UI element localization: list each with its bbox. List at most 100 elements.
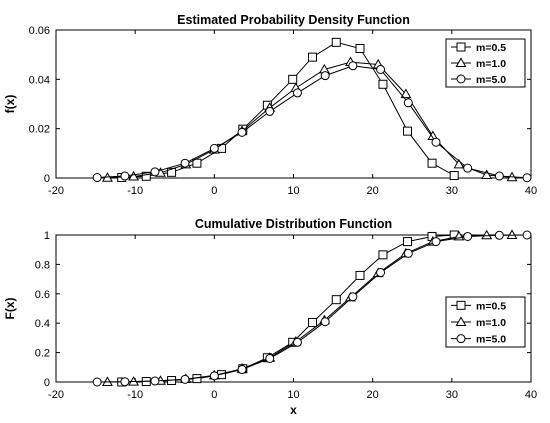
pdf-y-tick-label: 0.06 [29, 25, 50, 37]
cdf-y-tick-label: 0.4 [35, 318, 50, 330]
cdf-data-point [403, 237, 412, 247]
pdf-y-tick-label: 0 [44, 173, 50, 185]
cdf-x-tick-label: -10 [127, 389, 143, 401]
cdf-data-point [378, 250, 388, 260]
pdf-data-point [378, 79, 388, 89]
pdf-data-point [494, 171, 504, 181]
cdf-data-point [403, 248, 413, 258]
cdf-data-point [320, 317, 330, 327]
cdf-data-point [237, 365, 247, 375]
cdf-data-point [308, 317, 317, 327]
cdf-data-point [120, 377, 130, 387]
cdf-data-point [265, 353, 275, 363]
cdf-data-point [431, 237, 441, 247]
pdf-data-point [141, 171, 151, 181]
cdf-panel: -20 -10 0 10 20 30 40 0 0.2 0.4 0.6 0.8 1 Cumulative … [3, 217, 537, 417]
cdf-data-point [506, 229, 518, 239]
cdf-title: Cumulative Distribution Function [195, 217, 392, 231]
pdf-x-tick-label: 40 [525, 185, 537, 197]
cdf-y-tick-label: 1 [44, 230, 50, 242]
pdf-y-tick-label: 0.02 [29, 124, 50, 136]
pdf-data-point [403, 126, 412, 136]
cdf-data-point [376, 267, 386, 277]
cdf-y-tick-label: 0.6 [35, 289, 50, 301]
pdf-data-point [427, 158, 437, 168]
cdf-y-tick-label: 0.2 [35, 348, 50, 360]
pdf-data-point [237, 127, 247, 137]
pdf-data-point [150, 167, 160, 177]
cdf-x-tick-label: 10 [287, 389, 299, 401]
cdf-data-point [150, 376, 160, 386]
pdf-data-point [192, 158, 202, 168]
pdf-data-point [308, 52, 317, 62]
cdf-x-tick-label: 40 [525, 389, 537, 401]
pdf-data-point [167, 167, 177, 177]
cdf-legend-marker [455, 316, 467, 326]
cdf-x-tick-label: 20 [367, 389, 379, 401]
pdf-data-point [481, 169, 493, 179]
cdf-data-point [348, 292, 358, 302]
cdf-data-point [92, 377, 102, 387]
pdf-data-point [320, 71, 330, 81]
cdf-x-tick-label: 0 [211, 389, 217, 401]
pdf-x-tick-label: 20 [367, 185, 379, 197]
pdf-data-point [453, 158, 465, 169]
cdf-x-tick-label: 30 [446, 389, 458, 401]
cdf-legend-marker [456, 300, 466, 310]
pdf-data-point [400, 88, 412, 99]
cdf-y-tick-label: 0 [44, 377, 50, 389]
pdf-data-point [376, 64, 386, 74]
pdf-data-point [431, 137, 441, 147]
cdf-x-axis-label: x [290, 403, 297, 417]
cdf-data-point [331, 295, 341, 305]
cdf-legend-label: m=1.0 [476, 317, 506, 329]
pdf-data-point [348, 61, 358, 71]
cdf-series-line-2 [97, 234, 528, 383]
pdf-panel: -20 -10 0 10 20 30 40 0 0.02 0.04 0.06 Estimated Pr… [3, 13, 537, 197]
pdf-y-tick-label: 0.04 [29, 74, 50, 86]
pdf-data-point [463, 163, 473, 173]
cdf-legend-label: m=5.0 [476, 334, 506, 346]
pdf-title: Estimated Probability Density Function [177, 13, 410, 27]
cdf-data-point [522, 230, 532, 240]
pdf-data-point [449, 171, 459, 181]
pdf-legend-marker [456, 42, 466, 52]
cdf-data-point [494, 230, 504, 240]
pdf-data-point [128, 170, 140, 181]
cdf-data-point [481, 229, 493, 240]
cdf-data-point [292, 337, 302, 347]
cdf-legend-label: m=0.5 [476, 300, 506, 312]
pdf-data-point [355, 44, 365, 53]
pdf-data-point [209, 143, 219, 153]
pdf-x-tick-label: -20 [48, 185, 64, 197]
pdf-data-point [522, 173, 532, 183]
pdf-legend-label: m=0.5 [476, 42, 506, 54]
cdf-data-point [180, 374, 190, 384]
pdf-legend-marker [456, 74, 466, 84]
pdf-data-point [180, 158, 190, 168]
cdf-y-axis-label: F(x) [3, 298, 17, 320]
pdf-data-point [265, 106, 275, 116]
pdf-data-point [120, 171, 130, 181]
cdf-y-tick-label: 0.8 [35, 259, 50, 271]
cdf-data-point [355, 270, 365, 280]
pdf-data-point [331, 37, 341, 47]
pdf-data-point [288, 74, 298, 84]
cdf-x-tick-label: -20 [48, 389, 64, 401]
pdf-x-tick-label: -10 [127, 185, 143, 197]
pdf-data-point [92, 173, 102, 183]
pdf-data-point [292, 88, 302, 98]
pdf-x-tick-label: 0 [211, 185, 217, 197]
pdf-y-axis-label: f(x) [3, 95, 17, 114]
pdf-legend-label: m=5.0 [476, 74, 506, 86]
cdf-data-point [209, 371, 219, 381]
pdf-x-tick-label: 10 [287, 185, 299, 197]
pdf-legend-label: m=1.0 [476, 58, 506, 70]
pdf-series-line-2 [97, 65, 528, 179]
cdf-legend-marker [456, 334, 466, 344]
pdf-data-point [403, 98, 413, 108]
pdf-x-tick-label: 30 [446, 185, 458, 197]
cdf-data-point [463, 231, 473, 241]
pdf-legend-marker [455, 57, 467, 67]
